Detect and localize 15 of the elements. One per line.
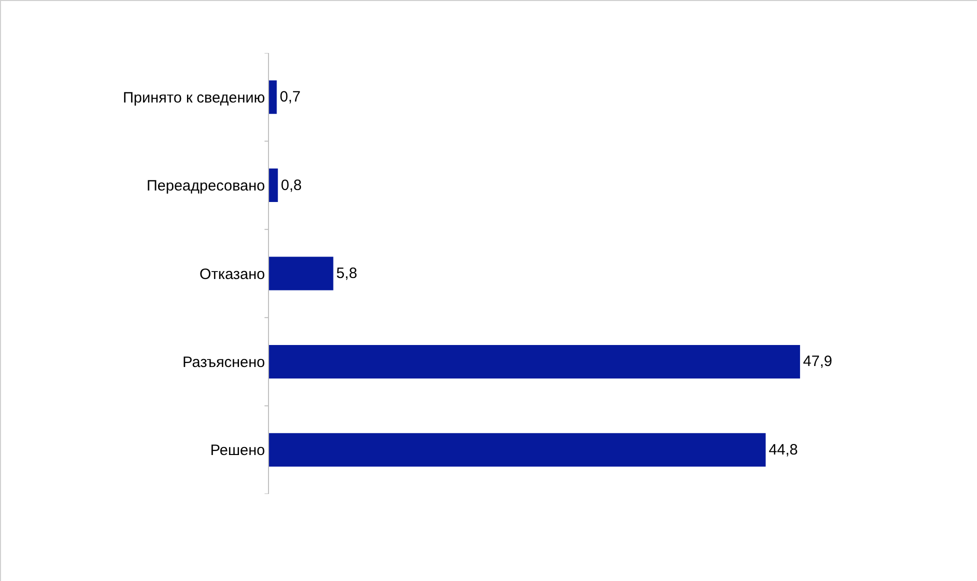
bar bbox=[269, 80, 277, 114]
data-label: 0,7 bbox=[280, 88, 301, 106]
bar bbox=[269, 168, 278, 202]
data-label: 0,8 bbox=[280, 176, 302, 194]
data-label: 47,9 bbox=[803, 353, 832, 370]
data-label: 5,8 bbox=[336, 265, 358, 282]
y-tick-label: Отказано bbox=[200, 266, 265, 283]
bar bbox=[269, 433, 766, 467]
data-label: 44,8 bbox=[768, 441, 798, 458]
bar bbox=[269, 344, 800, 378]
y-tick-label: Разъяснено bbox=[182, 354, 265, 371]
bar bbox=[269, 256, 334, 290]
y-tick-label: Переадресовано bbox=[146, 178, 265, 195]
y-tick-label: Принято к сведению bbox=[122, 89, 265, 106]
y-tick-label: Решено bbox=[210, 442, 265, 460]
